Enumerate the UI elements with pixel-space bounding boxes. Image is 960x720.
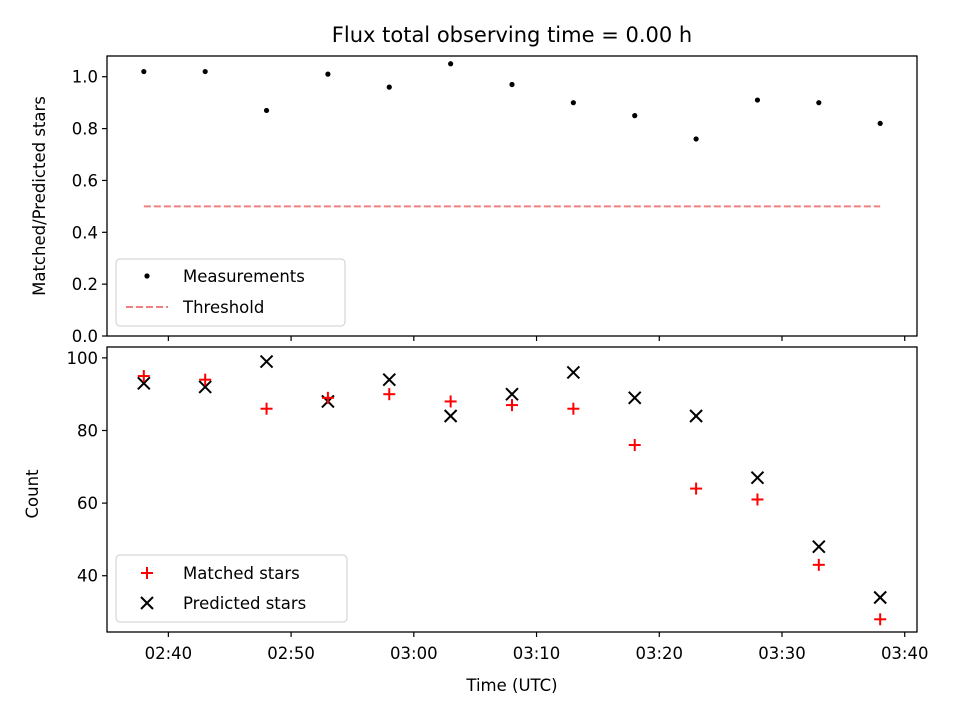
- predicted-stars-point: [259, 354, 274, 369]
- measurement-point: [877, 120, 883, 127]
- top-y-axis-label: Matched/Predicted stars: [30, 96, 49, 296]
- top-x-axis-ticks: [167, 336, 906, 341]
- predicted-stars-point: [566, 365, 581, 380]
- top-legend: Measurements Threshold: [115, 258, 346, 327]
- legend-matched-stars-label: Matched stars: [183, 564, 300, 583]
- bottom-plot-area: [137, 354, 887, 626]
- chart-title: Flux total observing time = 0.00 h: [332, 23, 692, 47]
- matched-stars-point: [628, 439, 641, 452]
- top-y-tick-label: 0.2: [72, 275, 98, 294]
- legend-predicted-stars-label: Predicted stars: [183, 594, 306, 613]
- predicted-stars-point: [137, 376, 151, 391]
- top-y-tick-label: 0.4: [72, 223, 98, 242]
- measurement-point: [570, 100, 576, 106]
- measurement-point: [754, 97, 761, 103]
- bottom-y-axis: 40 60 80 100: [67, 349, 107, 586]
- top-y-tick-label: 0.8: [72, 120, 98, 139]
- top-axes-frame: [106, 55, 918, 337]
- matched-stars-point: [567, 402, 580, 415]
- matched-stars-point: [383, 388, 396, 401]
- matched-stars-point: [199, 373, 212, 386]
- x-tick-label: 03:30: [758, 644, 806, 663]
- predicted-stars-point: [750, 470, 765, 485]
- x-tick-label: 03:10: [513, 644, 561, 663]
- measurement-point: [816, 100, 822, 106]
- legend-matched-stars-marker: [141, 567, 153, 579]
- measurement-point: [202, 68, 208, 75]
- predicted-stars-point: [198, 380, 212, 394]
- predicted-stars-point: [689, 409, 703, 423]
- predicted-stars-point: [628, 391, 642, 405]
- matched-stars-point: [137, 370, 150, 383]
- legend-predicted-stars-marker: [140, 596, 154, 610]
- measurement-point: [263, 107, 270, 114]
- top-legend-box: [115, 258, 346, 327]
- bottom-y-axis-label: Count: [23, 469, 42, 519]
- predicted-stars-point: [382, 372, 396, 387]
- matched-stars-point: [874, 613, 887, 626]
- top-y-tick-label: 0.0: [72, 327, 98, 346]
- top-y-axis: 0.0 0.2 0.4 0.6 0.8 1.0: [72, 68, 107, 346]
- measurement-point: [693, 136, 699, 142]
- matched-stars-point: [444, 395, 457, 408]
- measurement-point: [509, 81, 515, 88]
- top-y-tick-label: 1.0: [72, 68, 98, 87]
- top-plot-area: [141, 61, 883, 208]
- bottom-legend: Matched stars Predicted stars: [115, 554, 348, 623]
- bottom-panel: 40 60 80 100 02:40 02:50 03:00 03:10 03:20 03:30…: [23, 346, 929, 695]
- x-tick-label: 03:20: [635, 644, 683, 663]
- measurement-point: [141, 68, 147, 75]
- x-tick-label: 02:40: [145, 644, 193, 663]
- top-panel: Flux total observing time = 0.00 h 0.00.…: [30, 23, 918, 346]
- bottom-y-tick-label: 100: [67, 349, 99, 368]
- bottom-y-tick-label: 60: [77, 494, 98, 513]
- predicted-stars-point: [443, 409, 458, 423]
- bottom-y-tick-label: 40: [77, 567, 98, 586]
- matched-stars-point: [321, 391, 334, 404]
- matched-stars-point: [506, 399, 518, 412]
- legend-threshold-label: Threshold: [182, 298, 264, 317]
- bottom-axes-frame: [106, 346, 918, 633]
- bottom-y-tick-label: 80: [77, 422, 98, 441]
- x-tick-label: 02:50: [267, 644, 315, 663]
- x-tick-label: 03:00: [390, 644, 438, 663]
- top-y-tick-label: 0.6: [72, 171, 98, 190]
- bottom-legend-box: [115, 554, 348, 623]
- predicted-stars-point: [505, 387, 519, 401]
- measurement-point: [632, 113, 638, 119]
- x-tick-label: 03:40: [881, 644, 929, 663]
- matched-stars-point: [751, 493, 764, 506]
- measurement-point: [325, 71, 331, 77]
- legend-measurements-marker: [144, 273, 150, 279]
- measurement-point: [386, 84, 392, 90]
- matched-stars-point: [260, 402, 273, 415]
- matched-stars-point: [690, 482, 703, 495]
- measurement-point: [448, 61, 454, 67]
- predicted-stars-point: [812, 539, 826, 554]
- matched-stars-point: [812, 558, 825, 571]
- predicted-stars-point: [873, 590, 887, 605]
- x-axis-label: Time (UTC): [465, 676, 557, 695]
- bottom-x-axis: 02:40 02:50 03:00 03:10 03:20 03:30 03:40: [145, 632, 929, 663]
- legend-measurements-label: Measurements: [183, 267, 305, 286]
